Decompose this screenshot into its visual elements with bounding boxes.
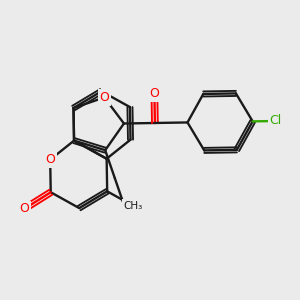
Text: O: O <box>149 87 159 100</box>
Text: O: O <box>20 202 29 215</box>
Text: O: O <box>99 91 109 104</box>
Text: O: O <box>45 153 55 166</box>
Text: CH₃: CH₃ <box>123 201 142 211</box>
Text: Cl: Cl <box>269 115 282 128</box>
